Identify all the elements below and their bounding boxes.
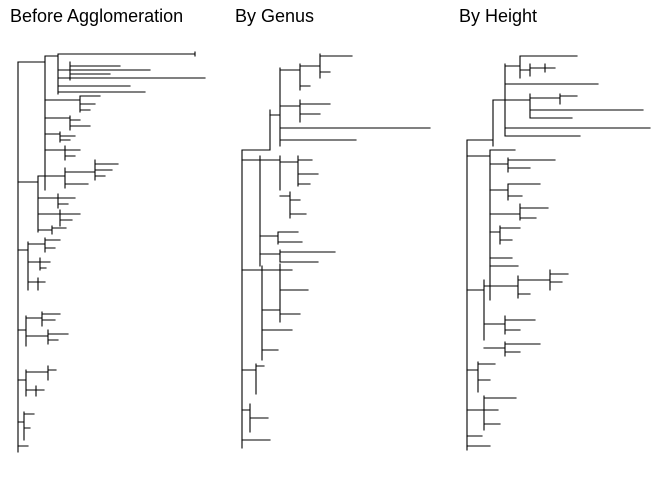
panel-title-height: By Height xyxy=(459,6,537,26)
tree-by-genus xyxy=(241,53,431,449)
tree-before-agglomeration xyxy=(17,51,206,453)
panel-title-genus: By Genus xyxy=(235,6,314,26)
panel-title-before: Before Agglomeration xyxy=(10,6,183,26)
tree-by-height xyxy=(466,55,651,451)
